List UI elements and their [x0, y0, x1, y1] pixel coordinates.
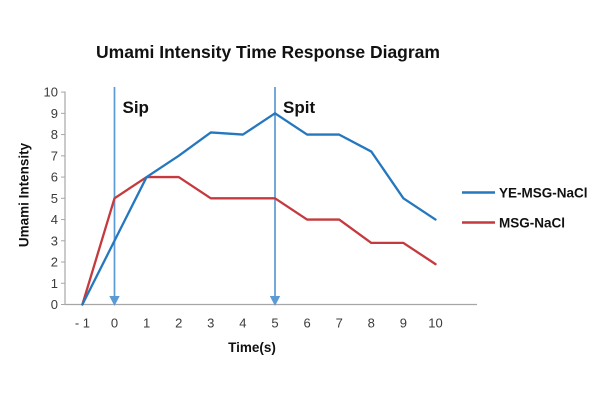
x-tick-label: 9 — [400, 316, 407, 331]
series-line-ye-msg-nacl — [81, 112, 437, 306]
x-tick-label: 0 — [111, 316, 118, 331]
x-axis-ticks: - 1 0 1 2 3 4 5 6 7 8 9 10 — [75, 316, 443, 331]
annotation-label: Sip — [123, 98, 149, 117]
y-tick-label: 9 — [51, 106, 58, 121]
x-tick-label: 8 — [368, 316, 375, 331]
y-tick-label: 5 — [51, 191, 58, 206]
y-tick-label: 8 — [51, 127, 58, 142]
y-tick-label: 1 — [51, 276, 58, 291]
legend-label-msg-nacl: MSG-NaCl — [499, 216, 565, 231]
y-tick-label: 6 — [51, 170, 58, 185]
y-tick-label: 4 — [51, 212, 58, 227]
x-tick-label: 7 — [336, 316, 343, 331]
x-tick-label: 1 — [143, 316, 150, 331]
x-tick-label: 6 — [303, 316, 310, 331]
arrow-head-icon — [269, 296, 281, 306]
y-tick-label: 0 — [51, 297, 58, 312]
y-tick-label: 2 — [51, 255, 58, 270]
chart-title: Umami Intensity Time Response Diagram — [96, 42, 440, 62]
y-axis-ticks: 0 1 2 3 4 5 6 7 8 9 10 — [44, 85, 65, 312]
y-axis-title: Umami Intensity — [16, 142, 32, 248]
x-tick-label: 10 — [428, 316, 442, 331]
x-tick-label: 4 — [239, 316, 246, 331]
series-lines — [81, 112, 437, 306]
arrow-head-icon — [109, 296, 120, 306]
y-tick-label: 3 — [51, 233, 58, 248]
x-axis-title: Time(s) — [228, 340, 276, 355]
y-tick-label: 7 — [51, 148, 58, 163]
series-line-msg-nacl — [81, 175, 437, 306]
legend-label-ye-msg-nacl: YE-MSG-NaCl — [499, 186, 588, 201]
x-tick-label: 3 — [207, 316, 214, 331]
x-tick-label: 5 — [271, 316, 278, 331]
annotation-arrows: Sip Spit — [109, 87, 315, 306]
x-tick-label: - 1 — [75, 316, 90, 331]
x-tick-label: 2 — [175, 316, 182, 331]
legend: YE-MSG-NaCl MSG-NaCl — [462, 186, 588, 231]
y-tick-label: 10 — [44, 85, 58, 100]
annotation-label: Spit — [283, 98, 315, 117]
